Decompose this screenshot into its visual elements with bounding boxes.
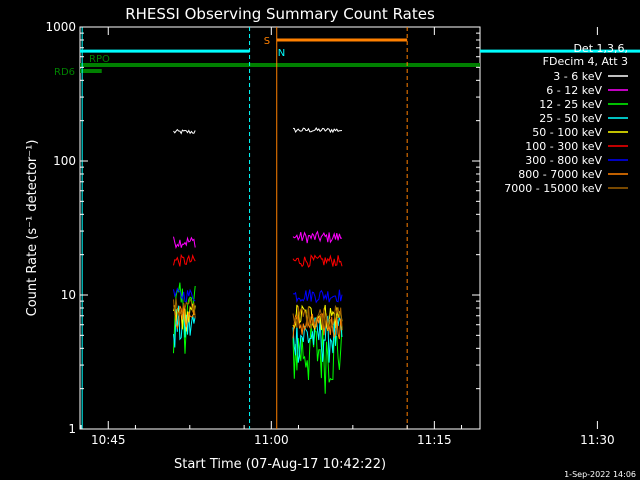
legend-label: 300 - 800 keV [525, 154, 602, 167]
series-line [292, 315, 343, 363]
series-line [173, 236, 196, 250]
legend-label: 3 - 6 keV [553, 70, 602, 83]
legend-label: 100 - 300 keV [525, 140, 602, 153]
flag-bars: RD6 RPO SN [54, 27, 640, 429]
legend-label: 50 - 100 keV [532, 126, 602, 139]
series-line [292, 305, 343, 329]
y-tick-label: 1000 [45, 20, 76, 34]
legend-header: Det 1,3,6, [573, 42, 628, 55]
legend-header: FDecim 4, Att 3 [543, 55, 628, 68]
footer-date: 1-Sep-2022 14:06 [564, 470, 636, 479]
flag-label: RD6 [54, 67, 75, 78]
series-line [173, 297, 196, 319]
x-tick-label: 11:30 [580, 433, 615, 447]
series-line [173, 287, 196, 303]
plot-frame [79, 26, 481, 430]
legend-label: 12 - 25 keV [539, 98, 602, 111]
chart-title: RHESSI Observing Summary Count Rates [125, 5, 435, 23]
legend-label: 6 - 12 keV [546, 84, 602, 97]
x-tick-label: 11:00 [254, 433, 289, 447]
y-tick-label: 100 [53, 154, 76, 168]
y-tick-label: 1 [68, 422, 76, 436]
series-line [292, 289, 343, 304]
legend-label: 800 - 7000 keV [518, 168, 602, 181]
flag-label: RPO [89, 54, 110, 65]
series-line [173, 128, 196, 135]
legend-label: 7000 - 15000 keV [504, 182, 602, 195]
series-line [292, 230, 343, 244]
series-line [173, 304, 196, 330]
x-axis-label: Start Time (07-Aug-17 10:42:22) [174, 457, 386, 472]
series-line [292, 254, 343, 268]
x-tick-label: 10:45 [91, 433, 126, 447]
legend-label: 25 - 50 keV [539, 112, 602, 125]
series-line [292, 127, 343, 134]
flag-label: S [264, 36, 270, 47]
y-axis-label: Count Rate (s⁻¹ detector⁻¹) [25, 140, 40, 317]
flag-label: N [278, 48, 285, 59]
data-layer [173, 127, 343, 394]
series-line [173, 253, 196, 267]
y-tick-label: 10 [61, 288, 76, 302]
x-tick-label: 11:15 [417, 433, 452, 447]
series-line [292, 324, 343, 394]
axes: 10:4511:0011:1511:3011:4512:0012:1511010… [45, 20, 615, 447]
